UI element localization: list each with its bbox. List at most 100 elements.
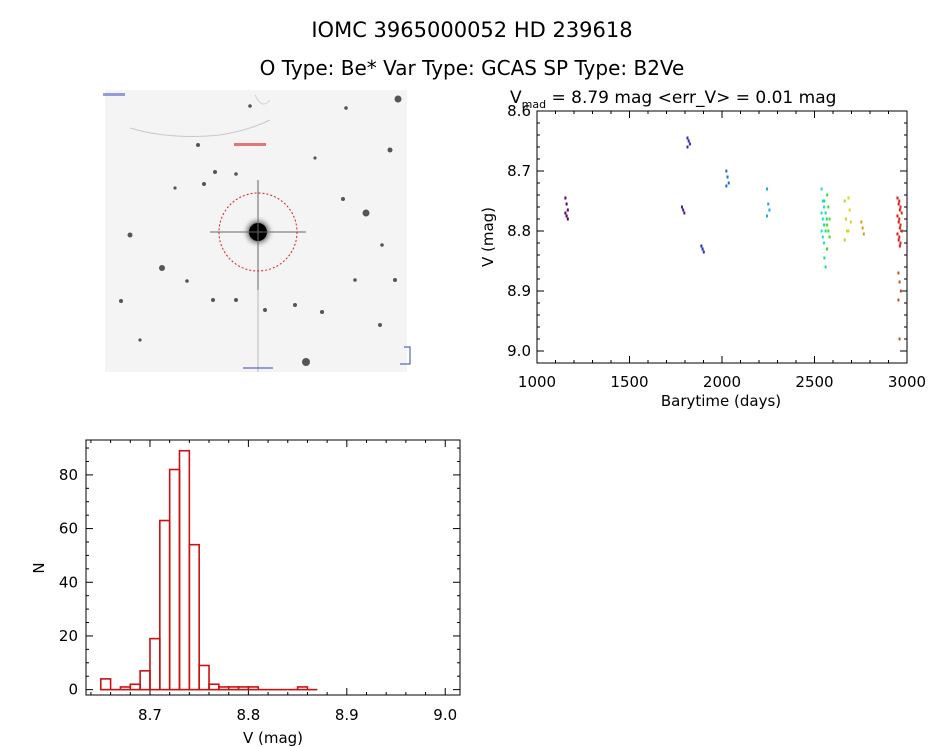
hist-ytick-label: 0	[68, 681, 78, 699]
data-point	[767, 202, 770, 206]
title-stats: = 8.79 mag <err_V> = 0.01 mag	[546, 88, 836, 108]
histogram-bar	[159, 519, 171, 691]
data-point	[824, 211, 827, 215]
hist-ytick-label: 40	[59, 573, 78, 591]
light-curve-frame	[536, 110, 908, 364]
data-point	[843, 238, 846, 242]
data-point	[686, 145, 689, 149]
data-point	[897, 271, 900, 275]
data-point	[896, 196, 899, 200]
data-point	[826, 193, 829, 197]
data-point	[849, 220, 852, 224]
light-curve-chart: Vmad = 8.79 mag <err_V> = 0.01 mag 1000 1…	[479, 88, 926, 410]
data-point	[899, 223, 902, 227]
histogram-bars	[99, 449, 318, 691]
data-point	[564, 211, 567, 215]
aperture-circle	[218, 192, 298, 272]
image-label-mark	[103, 93, 125, 96]
data-point	[726, 175, 729, 179]
data-point	[725, 169, 728, 173]
light-curve-title: Vmad = 8.79 mag <err_V> = 0.01 mag	[510, 88, 836, 111]
histogram-chart: 8.7 8.8 8.9 9.0 0 20 40 60 80 V (mag) N	[30, 439, 461, 747]
data-point	[821, 199, 824, 203]
data-point	[898, 226, 901, 230]
data-point	[847, 196, 850, 200]
data-point	[821, 217, 824, 221]
data-point	[843, 199, 846, 203]
data-point	[565, 214, 568, 218]
lc-xtick-label: 3000	[888, 373, 926, 391]
data-point	[820, 229, 823, 233]
title-v: V	[510, 88, 522, 108]
data-point	[687, 139, 690, 143]
lc-xtick-label: 1000	[518, 373, 556, 391]
data-point	[565, 202, 568, 206]
data-point	[701, 247, 704, 251]
data-point	[897, 220, 900, 224]
data-point	[700, 244, 703, 248]
compass-icon	[400, 346, 411, 365]
data-point	[727, 181, 730, 185]
hist-xtick-label: 8.8	[236, 706, 260, 724]
histogram-frame	[85, 439, 461, 696]
histogram-bar	[198, 664, 210, 691]
data-point	[844, 217, 847, 221]
hist-ytick-label: 80	[59, 466, 78, 484]
histogram-bar	[188, 543, 200, 691]
data-point	[688, 142, 691, 146]
data-point	[828, 217, 831, 221]
data-point	[848, 208, 851, 212]
data-point	[766, 214, 769, 218]
data-point	[564, 196, 567, 200]
data-point	[826, 247, 829, 251]
histogram-ylabel: N	[30, 562, 48, 573]
hist-xtick-label: 9.0	[433, 706, 457, 724]
histogram-bar	[208, 683, 220, 691]
lc-xtick-label: 2000	[703, 373, 741, 391]
data-point	[898, 244, 901, 248]
data-point	[898, 235, 901, 239]
data-point	[898, 337, 901, 341]
light-curve-ylabel: V (mag)	[479, 207, 497, 267]
data-point	[686, 136, 689, 140]
data-point	[900, 229, 903, 233]
data-point	[897, 202, 900, 206]
data-point	[823, 256, 826, 260]
lc-xtick-label: 1500	[610, 373, 648, 391]
histogram-bar	[218, 686, 230, 691]
data-point	[827, 229, 830, 233]
lc-ytick-label: 8.7	[507, 162, 531, 180]
data-point	[860, 220, 863, 224]
lc-ytick-label: 8.6	[507, 102, 531, 120]
lc-ytick-label: 8.8	[507, 222, 531, 240]
data-point	[768, 208, 771, 212]
data-point	[862, 232, 865, 236]
data-point	[820, 211, 823, 215]
data-point	[828, 235, 831, 239]
light-curve-points	[564, 136, 903, 341]
title-subscript: mad	[522, 98, 546, 111]
data-point	[825, 217, 828, 221]
data-point	[823, 241, 826, 245]
data-point	[898, 199, 901, 203]
data-point	[898, 280, 901, 284]
lc-xtick-label: 2500	[795, 373, 833, 391]
data-point	[566, 217, 569, 221]
data-point	[896, 232, 899, 236]
histogram-bar	[119, 686, 132, 691]
data-point	[896, 214, 899, 218]
image-scale-mark	[243, 367, 273, 369]
sky-image	[103, 90, 411, 372]
histogram-xlabel: V (mag)	[243, 729, 303, 747]
data-point	[897, 238, 900, 242]
histogram-bar	[149, 637, 161, 691]
data-point	[899, 205, 902, 209]
object-title: IOMC 3965000052 HD 239618	[311, 18, 632, 42]
hist-xtick-label: 8.9	[335, 706, 359, 724]
histogram-bar	[129, 683, 141, 691]
histogram-bar	[227, 686, 240, 691]
data-point	[861, 226, 864, 230]
histogram-bar	[99, 678, 112, 691]
target-marker	[234, 143, 266, 146]
hist-ytick-label: 60	[59, 520, 78, 538]
